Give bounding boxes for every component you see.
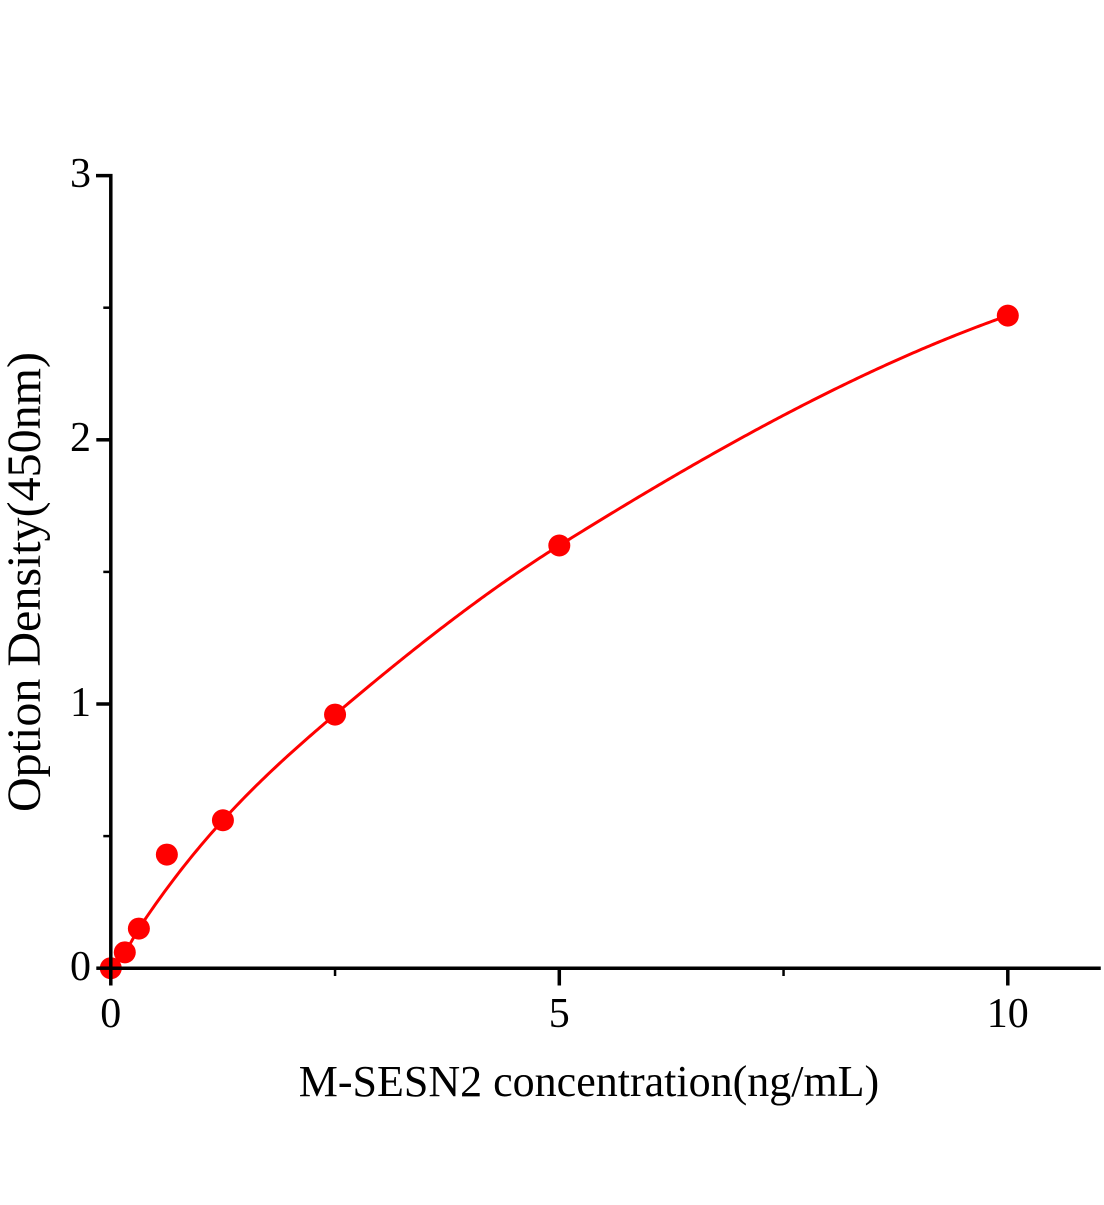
svg-text:3: 3: [70, 151, 91, 197]
svg-text:Option Density(450nm): Option Density(450nm): [0, 352, 51, 812]
svg-text:10: 10: [987, 991, 1029, 1037]
svg-text:5: 5: [549, 991, 570, 1037]
svg-text:1: 1: [70, 680, 91, 726]
svg-text:0: 0: [70, 944, 91, 990]
svg-text:M-SESN2 concentration(ng/mL): M-SESN2 concentration(ng/mL): [299, 1057, 879, 1106]
svg-text:0: 0: [100, 991, 121, 1037]
svg-text:2: 2: [70, 415, 91, 461]
